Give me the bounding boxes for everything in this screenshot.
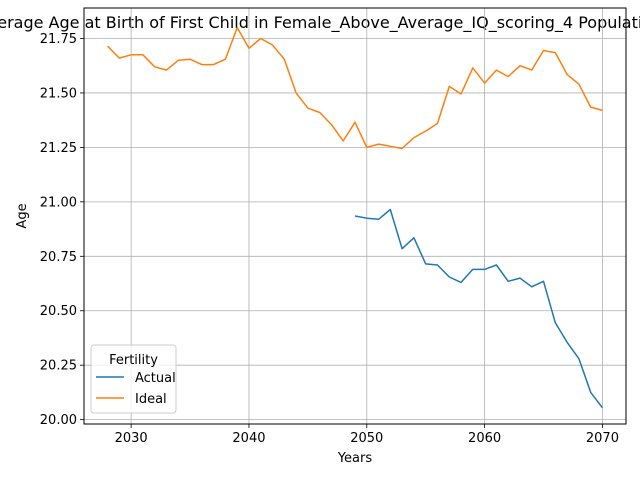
x-tick-label: 2040	[232, 431, 265, 446]
y-tick-label: 20.00	[40, 413, 77, 428]
y-tick-label: 20.25	[40, 359, 77, 374]
axis-ticks: 2030 2040 2050 2060 2070 20.00 20.25 20.50 20.75…	[40, 32, 619, 446]
legend-label-ideal: Ideal	[135, 392, 167, 407]
x-tick-label: 2070	[586, 431, 619, 446]
x-tick-label: 2050	[350, 431, 383, 446]
y-tick-label: 21.75	[40, 32, 77, 47]
legend-box	[90, 344, 177, 414]
series-line-actual	[354, 208, 603, 409]
chart-title: Average Age at Birth of First Child in F…	[0, 13, 640, 33]
y-tick-label: 21.50	[40, 86, 77, 101]
grid	[84, 8, 626, 424]
y-tick-label: 21.00	[40, 195, 77, 210]
x-tick-label: 2060	[468, 431, 501, 446]
series-lines	[107, 26, 603, 409]
legend-label-actual: Actual	[135, 371, 176, 386]
series-line-ideal	[107, 26, 603, 150]
y-axis-label: Age	[15, 203, 30, 228]
plot-area-frame	[83, 7, 627, 425]
y-tick-label: 21.25	[40, 141, 77, 156]
y-tick-label: 20.75	[40, 250, 77, 265]
x-axis-label: Years	[337, 451, 373, 466]
legend: Fertility Actual Ideal	[90, 344, 177, 414]
y-tick-label: 20.50	[40, 304, 77, 319]
legend-title: Fertility	[109, 353, 158, 368]
x-tick-label: 2030	[115, 431, 148, 446]
